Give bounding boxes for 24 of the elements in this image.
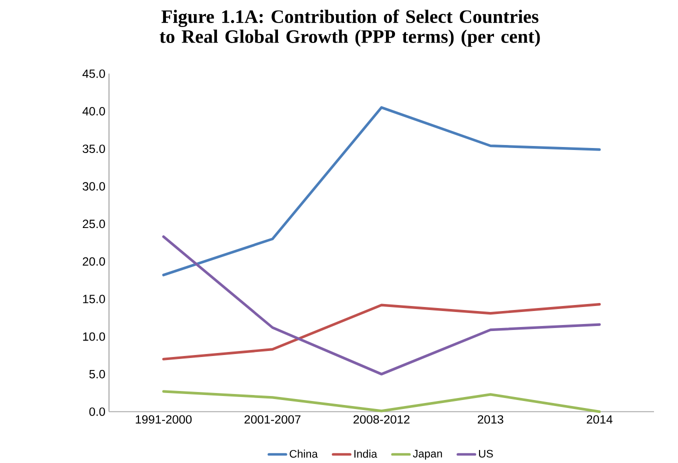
x-tick-label: 1991-2000 (136, 415, 192, 424)
x-tick-label: 2014 (586, 415, 612, 424)
line-series (162, 302, 601, 360)
y-tick-label: 10.0 (83, 332, 106, 341)
y-tick-label: 5.0 (89, 370, 106, 378)
line-series (162, 106, 601, 276)
y-tick-label: 15.0 (83, 294, 106, 304)
y-tick-label: 40.0 (82, 106, 106, 116)
y-tick-label: 30.0 (82, 182, 106, 191)
chart-title: Figure 1.1A: Contribution of Select Countries to Real Global Growth (PPP terms) (per cent) (160, 9, 540, 47)
y-tick-label: 35.0 (82, 144, 106, 153)
x-tick-label: 2013 (478, 415, 504, 424)
legend-label: Japan (412, 450, 442, 460)
line-series (162, 235, 601, 376)
y-tick-label: 25.0 (82, 220, 106, 228)
x-tick-label: 2008-2012 (354, 415, 410, 424)
line-series (162, 390, 601, 413)
legend-label: China (290, 450, 318, 458)
legend-label: US (479, 450, 493, 458)
y-tick-label: 45.0 (82, 69, 106, 78)
y-tick-label: 0.0 (89, 407, 106, 416)
legend-label: India (354, 450, 378, 458)
y-tick-label: 20.0 (82, 257, 106, 266)
x-tick-label: 2001-2007 (244, 415, 300, 424)
